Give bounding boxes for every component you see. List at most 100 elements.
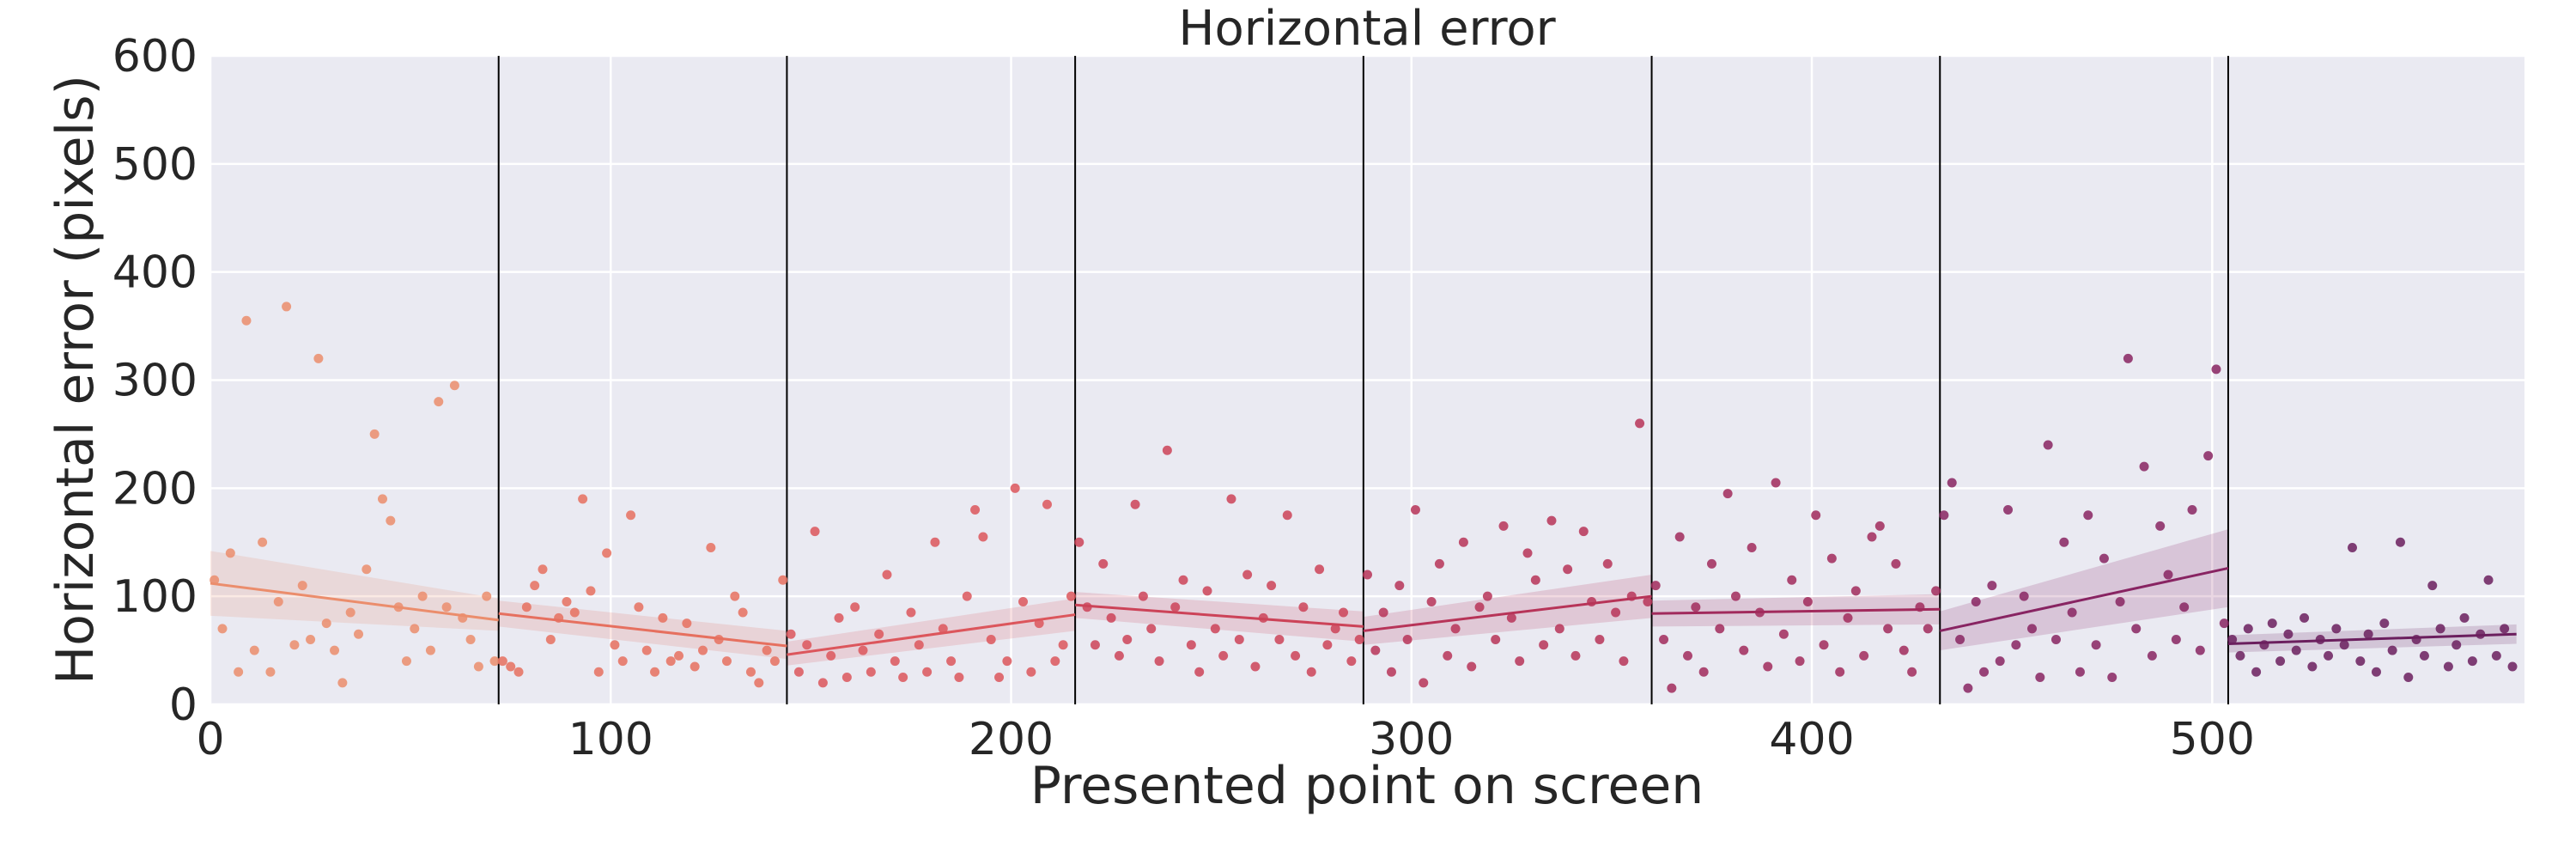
data-point	[1018, 596, 1029, 606]
data-point	[826, 650, 836, 661]
data-point	[1346, 656, 1357, 667]
data-point	[586, 586, 596, 596]
data-point	[1539, 640, 1549, 650]
data-point	[994, 673, 1005, 683]
data-point	[2483, 575, 2494, 585]
data-point	[1130, 499, 1140, 509]
data-point	[762, 645, 772, 655]
data-point	[706, 543, 716, 553]
data-point	[473, 661, 483, 672]
data-point	[1874, 521, 1885, 531]
data-point	[1058, 640, 1068, 650]
data-point	[1899, 645, 1909, 655]
y-tick-label: 500	[112, 139, 197, 191]
data-point	[1218, 650, 1229, 661]
data-point	[569, 607, 580, 618]
data-point	[2211, 364, 2221, 375]
data-point	[1467, 661, 1477, 672]
data-point	[1434, 558, 1444, 569]
data-point	[769, 656, 780, 667]
data-point	[817, 678, 828, 688]
data-point	[1522, 548, 1533, 558]
data-point	[1843, 612, 1853, 623]
data-point	[1363, 570, 1372, 580]
data-point	[2115, 596, 2125, 606]
data-point	[1987, 581, 1997, 591]
data-point	[882, 570, 892, 580]
data-point	[1546, 515, 1557, 526]
confidence-band	[1363, 575, 1652, 645]
data-point	[2043, 440, 2053, 450]
data-point	[1826, 553, 1837, 564]
data-point	[2379, 618, 2390, 629]
data-point	[2011, 640, 2021, 650]
regression-line	[1651, 607, 1941, 615]
data-point	[2363, 629, 2373, 639]
data-point	[730, 591, 740, 601]
data-point	[1074, 537, 1084, 547]
data-point	[513, 667, 524, 677]
data-point	[1267, 581, 1277, 591]
data-point	[2003, 505, 2014, 515]
data-point	[217, 624, 228, 634]
data-point	[1202, 586, 1212, 596]
data-point	[1298, 602, 1309, 612]
data-point	[1643, 596, 1653, 606]
x-tick-label: 200	[969, 714, 1054, 765]
data-point	[249, 645, 259, 655]
data-point	[441, 602, 452, 612]
data-point	[1730, 591, 1741, 601]
data-point	[2403, 673, 2414, 683]
regression-lines	[210, 566, 2517, 656]
data-point	[834, 612, 844, 623]
data-point	[2371, 667, 2381, 677]
data-point	[1530, 575, 1540, 585]
data-point	[1811, 510, 1821, 521]
y-axis-ticks: 0 100 200 300 400 500 600	[112, 31, 197, 731]
data-point	[2171, 635, 2181, 644]
data-point	[938, 624, 948, 634]
data-point	[1939, 510, 1949, 521]
data-point	[970, 505, 981, 515]
regression-line	[1939, 566, 2229, 632]
data-point	[1050, 656, 1060, 667]
data-point	[2155, 521, 2166, 531]
data-point	[922, 667, 933, 677]
data-point	[2235, 650, 2245, 661]
data-point	[1571, 650, 1581, 661]
data-point	[2091, 640, 2101, 650]
data-point	[793, 667, 804, 677]
data-point	[2251, 667, 2262, 677]
data-point	[1010, 483, 1020, 493]
confidence-band	[1940, 529, 2228, 651]
data-point	[377, 494, 387, 504]
data-point	[2123, 353, 2133, 363]
data-point	[2324, 650, 2334, 661]
data-point	[354, 629, 364, 639]
data-point	[1979, 667, 1990, 677]
data-point	[906, 607, 916, 618]
data-point	[1419, 678, 1429, 688]
data-point	[2187, 505, 2197, 515]
data-point	[2050, 635, 2061, 644]
regression-line	[787, 613, 1076, 656]
data-point	[1706, 558, 1716, 569]
data-point	[2491, 650, 2501, 661]
x-tick-label: 500	[2170, 714, 2255, 765]
data-point	[1802, 596, 1813, 606]
data-point	[449, 381, 459, 391]
data-point	[1667, 683, 1677, 693]
data-point	[2443, 661, 2453, 672]
data-point	[1098, 558, 1109, 569]
data-point	[2195, 645, 2205, 655]
y-tick-label: 400	[112, 247, 197, 299]
data-point	[810, 527, 820, 537]
data-point	[2307, 661, 2318, 672]
data-point	[1194, 667, 1205, 677]
data-point	[1715, 624, 1725, 634]
y-tick-label: 300	[112, 356, 197, 407]
data-point	[2459, 612, 2470, 623]
data-point	[538, 564, 548, 575]
regression-line	[1363, 594, 1652, 632]
